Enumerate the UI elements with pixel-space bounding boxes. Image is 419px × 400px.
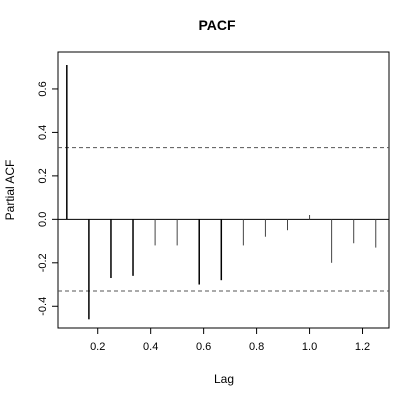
y-axis: -0.4 -0.2 0.0 0.2 0.4 0.6 [37,81,58,316]
confidence-bounds [58,147,389,292]
x-tick-label: 1.2 [355,341,370,353]
x-tick-label: 0.4 [143,341,158,353]
x-axis: 0.2 0.4 0.6 0.8 1.0 1.2 [90,328,370,353]
x-tick-label: 0.8 [249,341,264,353]
pacf-bars [66,65,377,320]
y-tick-label: 0.2 [37,168,49,183]
x-tick-label: 0.6 [196,341,211,353]
y-tick-label: -0.4 [37,297,49,316]
x-tick-label: 0.2 [90,341,105,353]
y-tick-label: 0.4 [37,125,49,140]
y-axis-label: Partial ACF [3,160,17,221]
chart-title: PACF [198,17,236,33]
y-tick-label: 0.6 [37,81,49,96]
x-axis-label: Lag [214,372,234,386]
y-tick-label: -0.2 [37,253,49,272]
plot-frame [57,51,390,329]
x-tick-label: 1.0 [302,341,317,353]
y-tick-label: 0.0 [37,212,49,227]
